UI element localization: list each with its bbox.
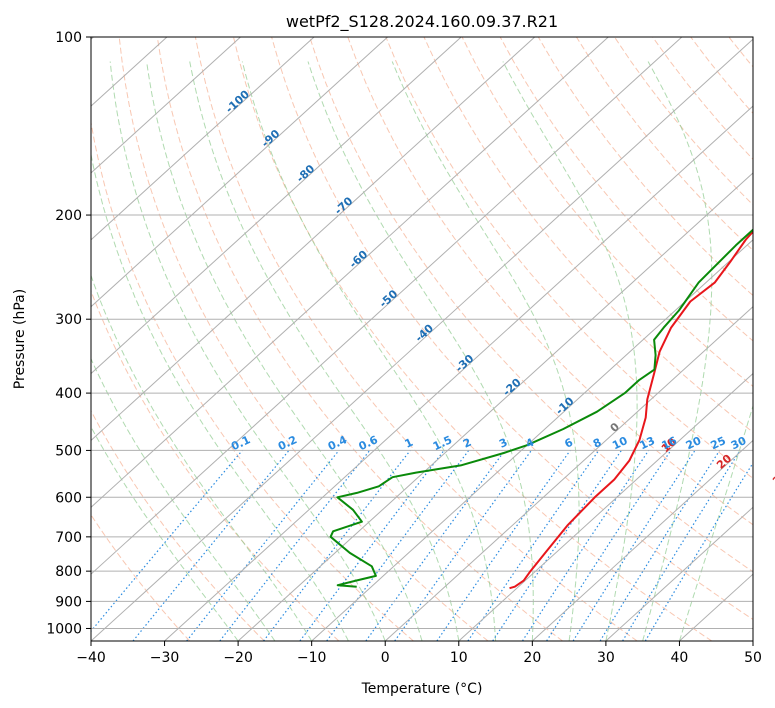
- isotherm-line: [237, 172, 753, 641]
- moist-adiabat-line: [241, 61, 497, 641]
- plot-frame: [90, 36, 754, 642]
- y-tick-label: 400: [55, 386, 82, 402]
- moist-adiabat-line: [91, 274, 313, 641]
- moist-adiabat-line: [642, 61, 713, 641]
- dry-adiabat-line: [499, 37, 753, 342]
- y-tick-label: 900: [55, 594, 82, 610]
- mixing-ratio-line: [186, 450, 340, 641]
- dry-adiabat-line: [194, 37, 638, 641]
- dry-adiabat-line: [271, 37, 753, 621]
- x-tick-label: −30: [150, 650, 180, 666]
- isotherm-line: [91, 37, 241, 174]
- y-tick-label: 200: [55, 208, 82, 224]
- dewpoint-profile-line: [329, 228, 753, 588]
- x-tick-label: 10: [450, 650, 468, 666]
- x-tick-label: 40: [671, 650, 689, 666]
- dry-adiabat-line: [91, 409, 265, 641]
- isotherm-line: [752, 640, 753, 641]
- x-axis-label: Temperature (°C): [361, 681, 483, 697]
- mixing-ratio-line: [132, 450, 290, 641]
- mixing-ratio-label: 30: [729, 434, 749, 452]
- mixing-ratio-label: 10: [610, 434, 630, 452]
- isotherm-label: 30: [770, 468, 775, 488]
- isotherm-line: [531, 439, 753, 641]
- dry-adiabat-line: [537, 37, 753, 297]
- y-tick-label: 100: [55, 30, 82, 46]
- dry-adiabat-line: [156, 37, 563, 641]
- mixing-ratio-line: [467, 450, 600, 641]
- moist-adiabat-line: [146, 61, 423, 641]
- y-tick-label: 500: [55, 443, 82, 459]
- dry-adiabat-line: [118, 37, 489, 641]
- dry-adiabat-line: [767, 37, 775, 641]
- isotherm-line: [91, 37, 683, 575]
- dry-adiabat-line: [91, 289, 340, 641]
- temperature-profile-line: [509, 230, 753, 590]
- mixing-ratio-line: [572, 450, 696, 641]
- mixing-ratio-label: 25: [708, 434, 727, 452]
- x-tick-label: 20: [523, 650, 541, 666]
- mixing-ratio-line: [622, 450, 741, 641]
- mixing-ratio-line: [299, 450, 445, 641]
- chart-title: wetPf2_S128.2024.160.09.37.R21: [286, 12, 558, 32]
- isotherm-line: [458, 372, 753, 641]
- moist-adiabat-line: [189, 61, 460, 641]
- x-tick-label: 30: [597, 650, 615, 666]
- moist-adiabat-line: [307, 61, 534, 641]
- y-tick-label: 300: [55, 312, 82, 328]
- moist-adiabat-line: [91, 152, 349, 641]
- mixing-ratio-line: [546, 450, 672, 641]
- moist-adiabat-line: [502, 61, 638, 641]
- dry-adiabat-line: [91, 513, 191, 641]
- mixing-ratio-line: [263, 450, 411, 641]
- mixing-ratio-line: [365, 450, 506, 641]
- mixing-ratio-line: [436, 450, 571, 641]
- mixing-ratio-line: [326, 450, 470, 641]
- x-tick-label: −20: [223, 650, 253, 666]
- dry-adiabat-line: [423, 37, 753, 433]
- isotherm-line: [164, 105, 753, 641]
- y-tick-label: 800: [55, 564, 82, 580]
- x-tick-label: 50: [744, 650, 762, 666]
- moist-adiabat-line: [91, 357, 276, 641]
- isotherm-line: [605, 506, 753, 641]
- dry-adiabat-line: [385, 37, 753, 479]
- mixing-ratio-line: [521, 450, 650, 641]
- moist-adiabat-line: [391, 61, 580, 641]
- y-axis-label: Pressure (hPa): [12, 289, 28, 389]
- x-tick-label: −40: [76, 650, 106, 666]
- mixing-ratio-label: 13: [638, 434, 657, 452]
- dry-adiabat-line: [309, 37, 753, 573]
- isotherm-line: [311, 239, 753, 641]
- x-tick-label: 0: [381, 650, 390, 666]
- mixing-ratio-label: 20: [684, 434, 704, 452]
- mixing-ratio-line: [492, 450, 622, 641]
- isotherm-line: [91, 38, 753, 641]
- x-tick-label: −10: [297, 650, 327, 666]
- mixing-ratio-label: 16: [660, 434, 680, 452]
- isotherm-line: [91, 37, 388, 308]
- isotherm-line: [91, 37, 536, 442]
- moist-adiabat-line: [109, 61, 386, 641]
- isotherm-line: [91, 37, 315, 241]
- y-tick-label: 600: [55, 490, 82, 506]
- isotherm-line: [384, 305, 753, 641]
- isotherm-line: [91, 37, 609, 508]
- y-tick-label: 700: [55, 530, 82, 546]
- isotherm-line: [91, 37, 462, 375]
- y-tick-label: 1000: [46, 621, 82, 637]
